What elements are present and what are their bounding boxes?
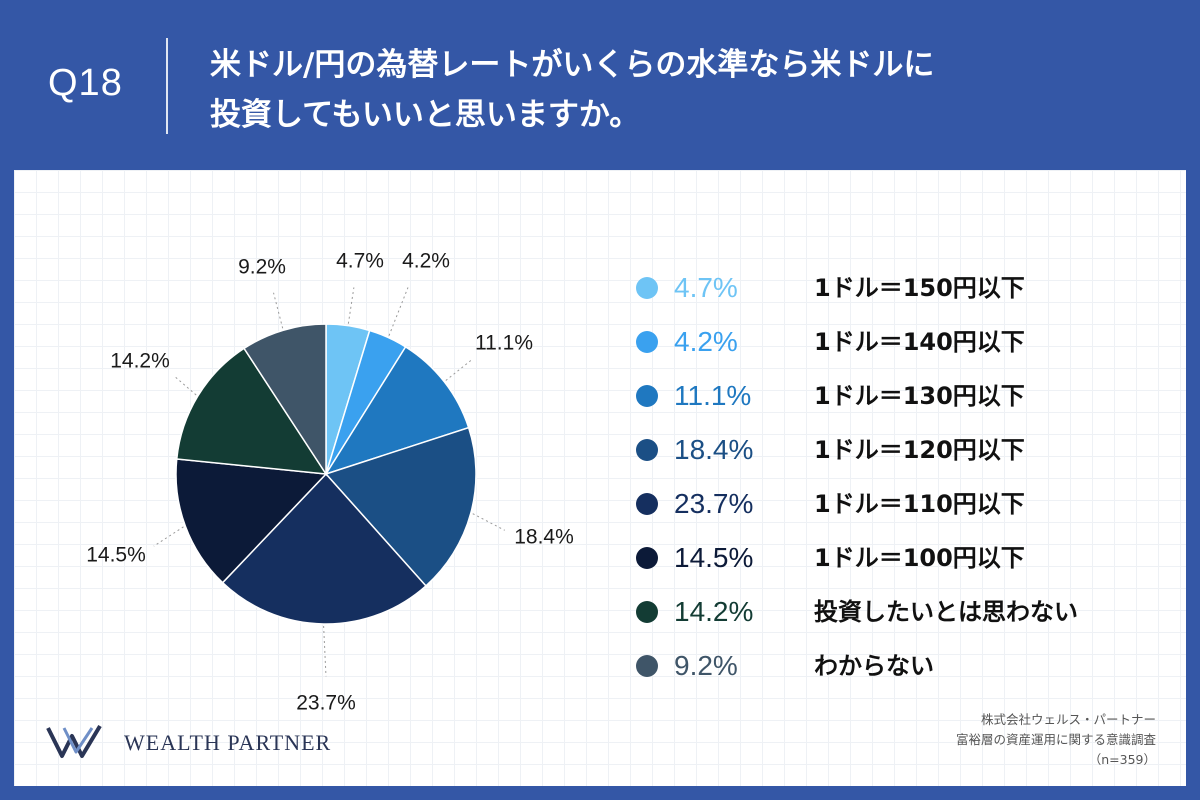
legend-percent: 14.5% bbox=[674, 542, 754, 573]
legend-label: 1ドル＝110円以下 bbox=[814, 490, 1025, 518]
slice-percent-label: 14.2% bbox=[110, 350, 170, 373]
question-title: 米ドル/円の為替レートがいくらの水準なら米ドルに 投資してもいいと思いますか。 bbox=[210, 40, 1170, 140]
legend-label: 1ドル＝130円以下 bbox=[814, 382, 1025, 410]
legend-label: 投資したいとは思わない bbox=[814, 598, 1078, 626]
legend-item: 11.1% 1ドル＝130円以下 bbox=[620, 378, 1180, 414]
legend-swatch bbox=[636, 439, 658, 461]
legend-percent: 14.2% bbox=[674, 596, 754, 627]
pie-slice bbox=[175, 458, 328, 584]
slice-percent-label: 14.5% bbox=[86, 544, 146, 567]
question-line-1: 米ドル/円の為替レートがいくらの水準なら米ドルに bbox=[210, 47, 935, 83]
legend-item: 18.4% 1ドル＝120円以下 bbox=[620, 432, 1180, 468]
pie-slice bbox=[221, 472, 427, 625]
slice-percent-label: 23.7% bbox=[296, 692, 356, 715]
legend-swatch bbox=[636, 601, 658, 623]
slice-leader-line bbox=[445, 359, 473, 381]
slice-leader-line bbox=[472, 513, 505, 531]
slice-percent-label: 4.2% bbox=[402, 250, 450, 273]
legend-label: 1ドル＝140円以下 bbox=[814, 328, 1025, 356]
legend-swatch bbox=[636, 385, 658, 407]
legend-percent: 9.2% bbox=[674, 650, 738, 681]
slice-leader-line bbox=[347, 287, 355, 324]
legend-swatch bbox=[636, 655, 658, 677]
company-logo: WEALTH PARTNER bbox=[46, 722, 366, 762]
slice-percent-label: 11.1% bbox=[475, 332, 533, 355]
source-sample-size: （n=359） bbox=[1088, 752, 1156, 767]
pie-slice bbox=[175, 347, 328, 475]
pie-slice bbox=[324, 345, 470, 476]
legend-item: 9.2% わからない bbox=[620, 648, 1180, 684]
legend-label: 1ドル＝120円以下 bbox=[814, 436, 1025, 464]
legend-label: 1ドル＝100円以下 bbox=[814, 544, 1025, 572]
legend-label: 1ドル＝150円以下 bbox=[814, 274, 1025, 302]
legend-item: 14.5% 1ドル＝100円以下 bbox=[620, 540, 1180, 576]
legend-item: 4.7% 1ドル＝150円以下 bbox=[620, 270, 1180, 306]
header: Q18 米ドル/円の為替レートがいくらの水準なら米ドルに 投資してもいいと思いま… bbox=[0, 0, 1200, 170]
slice-leader-line bbox=[388, 287, 409, 336]
slice-leader-line bbox=[323, 625, 327, 677]
legend-swatch bbox=[636, 331, 658, 353]
legend-percent: 4.7% bbox=[674, 272, 738, 303]
source-company: 株式会社ウェルス・パートナー bbox=[980, 712, 1156, 727]
wealth-partner-logo-icon bbox=[46, 724, 102, 758]
legend-percent: 18.4% bbox=[674, 434, 754, 465]
question-line-2: 投資してもいいと思いますか。 bbox=[210, 97, 641, 133]
logo-text: WEALTH PARTNER bbox=[124, 730, 332, 755]
question-number: Q18 bbox=[48, 62, 123, 104]
source-survey: 富裕層の資産運用に関する意識調査 bbox=[955, 732, 1156, 747]
source-note: 株式会社ウェルス・パートナー 富裕層の資産運用に関する意識調査 （n=359） bbox=[956, 710, 1156, 770]
legend-label: わからない bbox=[814, 652, 934, 680]
legend-swatch bbox=[636, 547, 658, 569]
legend-item: 14.2% 投資したいとは思わない bbox=[620, 594, 1180, 630]
legend-percent: 23.7% bbox=[674, 488, 754, 519]
slice-percent-label: 4.7% bbox=[336, 250, 384, 273]
legend-percent: 11.1% bbox=[674, 380, 752, 411]
legend-swatch bbox=[636, 277, 658, 299]
header-divider bbox=[166, 38, 168, 134]
slice-percent-label: 9.2% bbox=[238, 256, 286, 279]
legend-item: 4.2% 1ドル＝140円以下 bbox=[620, 324, 1180, 360]
slice-leader-line bbox=[173, 375, 197, 396]
slice-percent-label: 18.4% bbox=[514, 526, 574, 549]
pie-slice bbox=[243, 323, 327, 477]
pie-slice bbox=[324, 426, 477, 587]
slice-leader-line bbox=[153, 526, 184, 547]
legend-item: 23.7% 1ドル＝110円以下 bbox=[620, 486, 1180, 522]
legend-percent: 4.2% bbox=[674, 326, 738, 357]
legend-swatch bbox=[636, 493, 658, 515]
slice-leader-line bbox=[273, 292, 284, 329]
